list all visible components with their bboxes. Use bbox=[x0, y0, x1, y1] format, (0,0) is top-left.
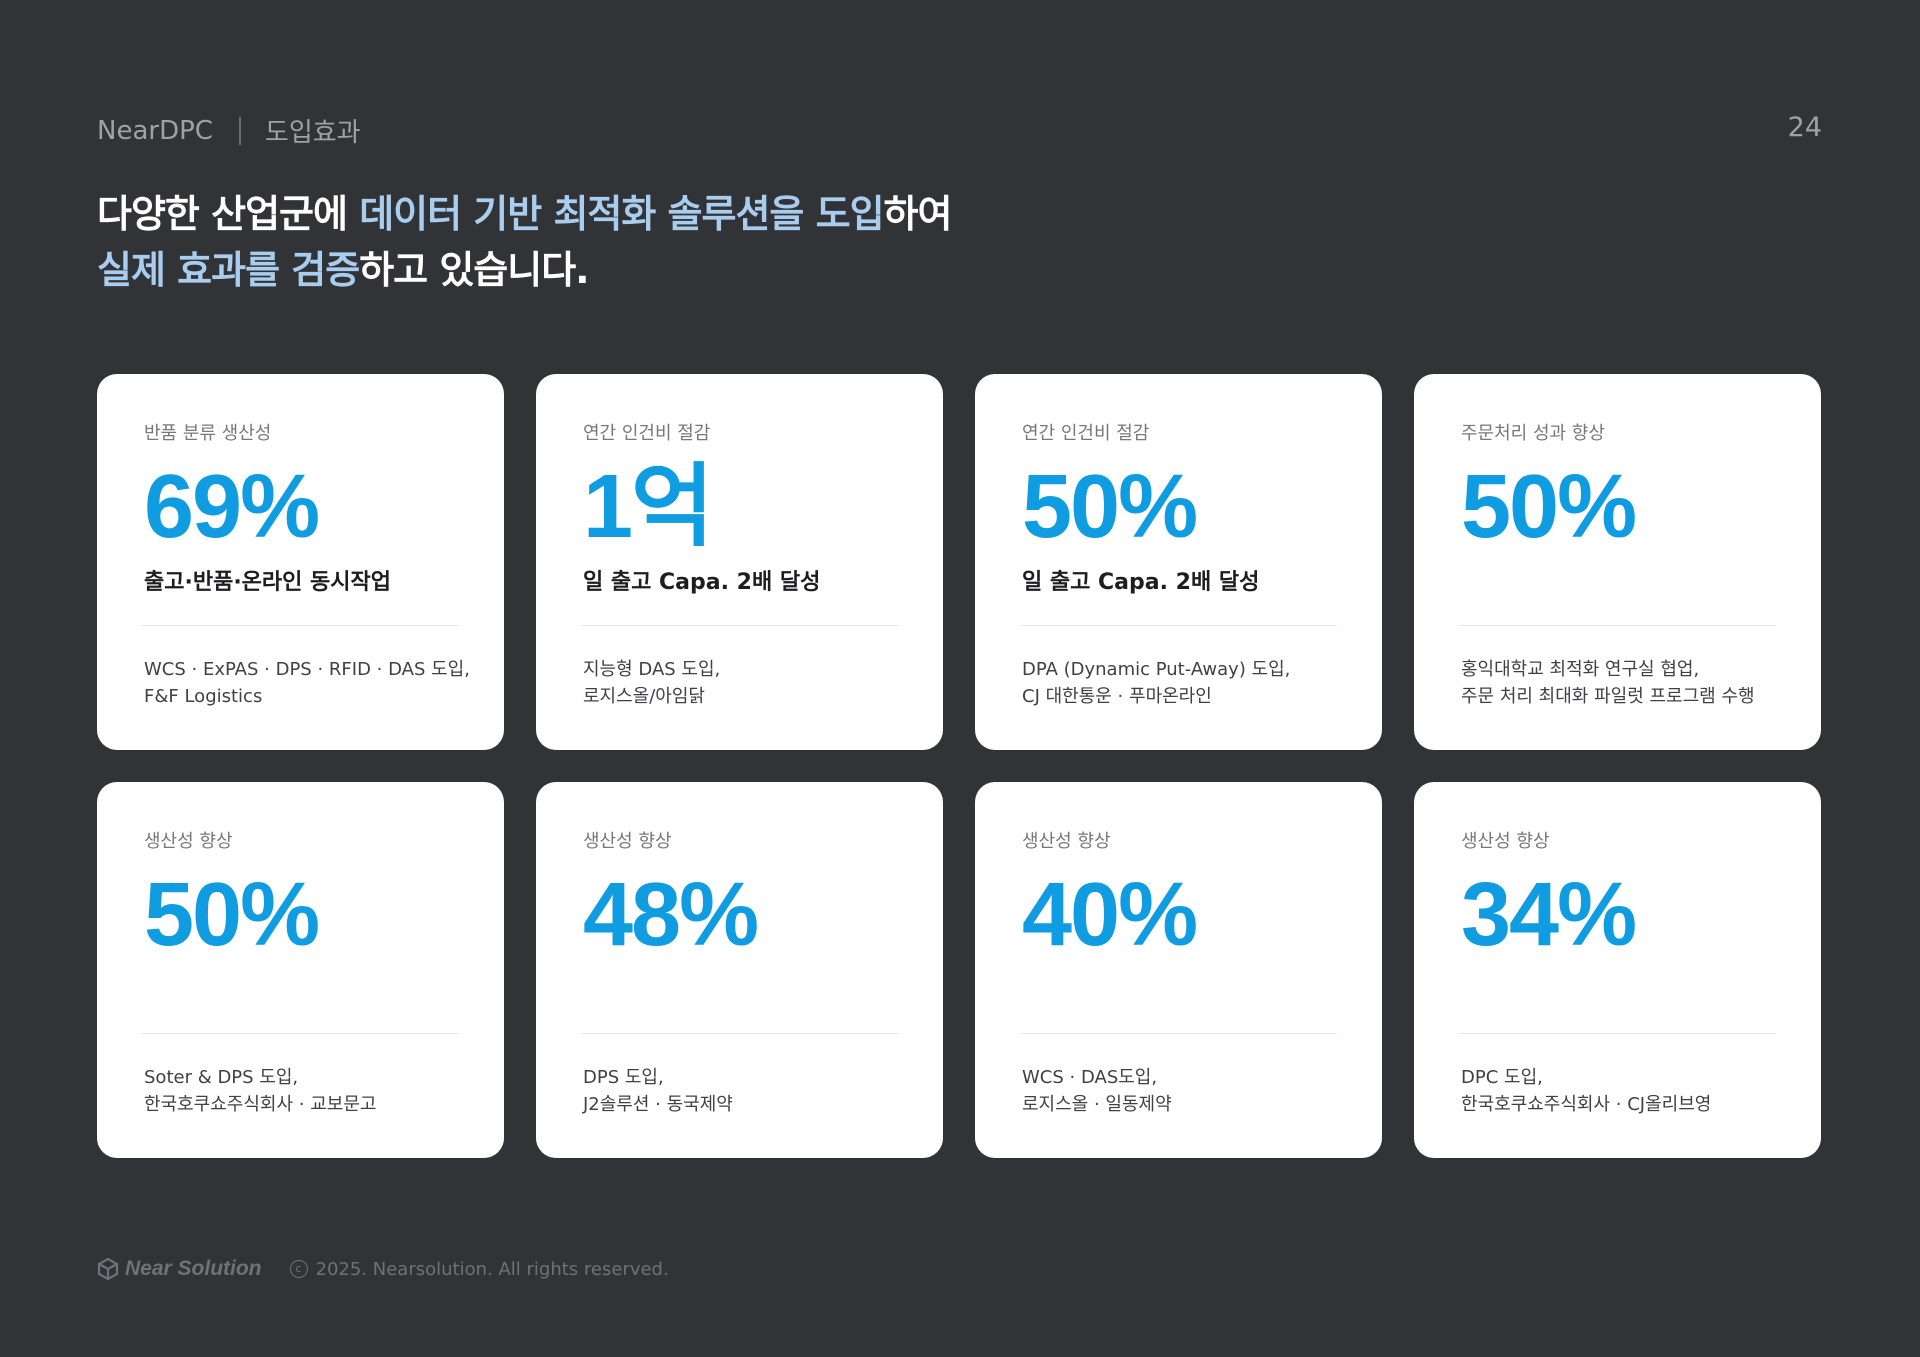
card-label: 주문처리 성과 향상 bbox=[1461, 423, 1605, 444]
card-description-line: DPS 도입, bbox=[583, 1067, 664, 1088]
card-description-line: J2솔루션 · 동국제약 bbox=[583, 1094, 733, 1115]
card-label: 연간 인건비 절감 bbox=[583, 423, 711, 444]
card-metric: 40% bbox=[1022, 865, 1198, 965]
result-card: 연간 인건비 절감 50% 일 출고 Capa. 2배 달성 DPA (Dyna… bbox=[975, 374, 1382, 750]
results-grid: 반품 분류 생산성 69% 출고·반품·온라인 동시작업 WCS · ExPAS… bbox=[97, 374, 1822, 1158]
headline-text: 하고 있습니다. bbox=[359, 248, 589, 292]
headline-text: 하여 bbox=[883, 192, 953, 236]
card-description: DPS 도입, J2솔루션 · 동국제약 bbox=[583, 1064, 913, 1118]
card-description-line: 한국호쿠쇼주식회사 · 교보문고 bbox=[144, 1094, 377, 1115]
card-description-line: WCS · DAS도입, bbox=[1022, 1067, 1158, 1088]
card-achievement bbox=[583, 976, 898, 1006]
card-achievement: 출고·반품·온라인 동시작업 bbox=[144, 570, 392, 595]
card-achievement bbox=[1461, 568, 1776, 598]
result-card: 생산성 향상 50% Soter & DPS 도입, 한국호쿠쇼주식회사 · 교… bbox=[97, 782, 504, 1158]
header: NearDPC 도입효과 bbox=[97, 112, 361, 149]
card-divider bbox=[1459, 625, 1776, 626]
section-title: 도입효과 bbox=[264, 118, 361, 148]
page-number: 24 bbox=[1787, 112, 1822, 143]
card-description-line: F&F Logistics bbox=[144, 686, 263, 707]
result-card: 생산성 향상 34% DPC 도입, 한국호쿠쇼주식회사 · CJ올리브영 bbox=[1414, 782, 1821, 1158]
card-metric: 50% bbox=[1461, 457, 1637, 557]
card-achievement: 일 출고 Capa. 2배 달성 bbox=[583, 570, 821, 595]
result-card: 연간 인건비 절감 1억 일 출고 Capa. 2배 달성 지능형 DAS 도입… bbox=[536, 374, 943, 750]
card-divider bbox=[581, 1033, 898, 1034]
card-metric: 1억 bbox=[583, 457, 714, 557]
copyright-icon: c bbox=[289, 1260, 308, 1278]
header-divider bbox=[238, 116, 241, 145]
card-achievement bbox=[144, 976, 459, 1006]
headline-line-2: 실제 효과를 검증하고 있습니다. bbox=[97, 242, 951, 298]
card-description-line: 주문 처리 최대화 파일럿 프로그램 수행 bbox=[1461, 686, 1755, 707]
card-label: 반품 분류 생산성 bbox=[144, 423, 272, 444]
copyright: c 2025. Nearsolution. All rights reserve… bbox=[289, 1258, 669, 1280]
card-description-line: 로지스올 · 일동제약 bbox=[1022, 1094, 1172, 1115]
result-card: 주문처리 성과 향상 50% 홍익대학교 최적화 연구실 협업, 주문 처리 최… bbox=[1414, 374, 1821, 750]
card-divider bbox=[142, 1033, 459, 1034]
footer-logo-text: Near Solution bbox=[125, 1257, 262, 1280]
near-solution-logo-icon bbox=[97, 1257, 119, 1281]
card-description-line: Soter & DPS 도입, bbox=[144, 1067, 299, 1088]
card-description-line: DPA (Dynamic Put-Away) 도입, bbox=[1022, 659, 1291, 680]
card-label: 연간 인건비 절감 bbox=[1022, 423, 1150, 444]
card-description-line: 한국호쿠쇼주식회사 · CJ올리브영 bbox=[1461, 1094, 1712, 1115]
card-description-line: 로지스올/아임닭 bbox=[583, 686, 705, 707]
result-card: 생산성 향상 48% DPS 도입, J2솔루션 · 동국제약 bbox=[536, 782, 943, 1158]
card-label: 생산성 향상 bbox=[144, 831, 233, 852]
card-divider bbox=[1459, 1033, 1776, 1034]
card-description-line: WCS · ExPAS · DPS · RFID · DAS 도입, bbox=[144, 659, 470, 680]
card-metric: 34% bbox=[1461, 865, 1637, 965]
card-achievement bbox=[1022, 976, 1337, 1006]
card-description-line: DPC 도입, bbox=[1461, 1067, 1543, 1088]
card-description: 홍익대학교 최적화 연구실 협업, 주문 처리 최대화 파일럿 프로그램 수행 bbox=[1461, 656, 1791, 710]
card-description: Soter & DPS 도입, 한국호쿠쇼주식회사 · 교보문고 bbox=[144, 1064, 474, 1118]
result-card: 생산성 향상 40% WCS · DAS도입, 로지스올 · 일동제약 bbox=[975, 782, 1382, 1158]
card-description: DPC 도입, 한국호쿠쇼주식회사 · CJ올리브영 bbox=[1461, 1064, 1791, 1118]
card-label: 생산성 향상 bbox=[1022, 831, 1111, 852]
headline-highlight: 데이터 기반 최적화 솔루션을 도입 bbox=[359, 192, 884, 236]
card-divider bbox=[1020, 1033, 1337, 1034]
card-label: 생산성 향상 bbox=[1461, 831, 1550, 852]
card-metric: 50% bbox=[1022, 457, 1198, 557]
card-description: WCS · ExPAS · DPS · RFID · DAS 도입, F&F L… bbox=[144, 656, 474, 710]
card-description-line: CJ 대한통운 · 푸마온라인 bbox=[1022, 686, 1212, 707]
page-headline: 다양한 산업군에 데이터 기반 최적화 솔루션을 도입하여 실제 효과를 검증하… bbox=[97, 186, 953, 298]
card-divider bbox=[581, 625, 898, 626]
footer: Near Solution c 2025. Nearsolution. All … bbox=[97, 1257, 669, 1281]
card-metric: 69% bbox=[144, 457, 320, 557]
card-achievement: 일 출고 Capa. 2배 달성 bbox=[1022, 570, 1260, 595]
copyright-text: 2025. Nearsolution. All rights reserved. bbox=[315, 1258, 669, 1280]
card-description-line: 지능형 DAS 도입, bbox=[583, 659, 721, 680]
card-metric: 48% bbox=[583, 865, 759, 965]
card-achievement bbox=[1461, 976, 1776, 1006]
card-description: 지능형 DAS 도입, 로지스올/아임닭 bbox=[583, 656, 913, 710]
card-label: 생산성 향상 bbox=[583, 831, 672, 852]
card-description-line: 홍익대학교 최적화 연구실 협업, bbox=[1461, 659, 1700, 680]
result-card: 반품 분류 생산성 69% 출고·반품·온라인 동시작업 WCS · ExPAS… bbox=[97, 374, 504, 750]
card-description: DPA (Dynamic Put-Away) 도입, CJ 대한통운 · 푸마온… bbox=[1022, 656, 1352, 710]
headline-highlight: 실제 효과를 검증 bbox=[97, 248, 360, 292]
footer-logo: Near Solution bbox=[97, 1257, 262, 1281]
card-metric: 50% bbox=[144, 865, 320, 965]
card-divider bbox=[1020, 625, 1337, 626]
card-divider bbox=[142, 625, 459, 626]
headline-text: 다양한 산업군에 bbox=[97, 192, 360, 236]
card-description: WCS · DAS도입, 로지스올 · 일동제약 bbox=[1022, 1064, 1352, 1118]
brand-name: NearDPC bbox=[97, 115, 213, 146]
headline-line-1: 다양한 산업군에 데이터 기반 최적화 솔루션을 도입하여 bbox=[97, 186, 953, 242]
